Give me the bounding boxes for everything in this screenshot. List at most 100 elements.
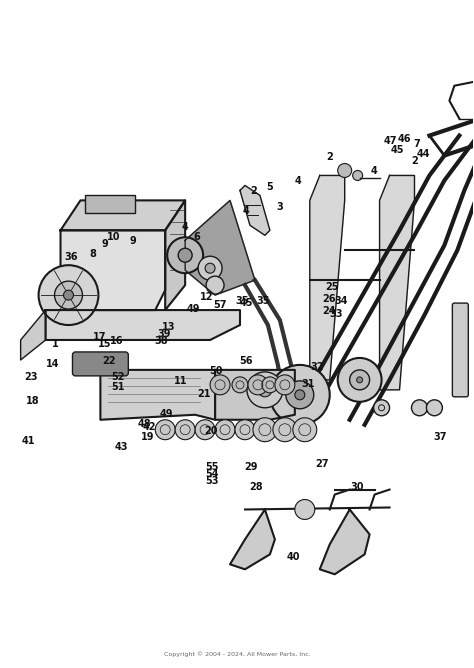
Text: 51: 51: [111, 382, 125, 392]
Text: 35: 35: [235, 296, 248, 306]
Text: 57: 57: [214, 300, 227, 310]
Circle shape: [64, 290, 73, 300]
Circle shape: [205, 263, 215, 273]
Text: 49: 49: [159, 409, 173, 419]
Circle shape: [253, 418, 277, 442]
Text: 23: 23: [25, 372, 38, 382]
Text: 26: 26: [322, 294, 336, 304]
Circle shape: [178, 248, 192, 263]
Text: 15: 15: [98, 339, 111, 349]
Circle shape: [427, 400, 442, 415]
Polygon shape: [320, 510, 370, 574]
Circle shape: [55, 281, 82, 309]
Text: 44: 44: [417, 149, 430, 159]
Polygon shape: [215, 370, 295, 420]
Text: 52: 52: [111, 372, 125, 382]
Text: 3: 3: [276, 202, 283, 212]
Circle shape: [248, 375, 268, 395]
Text: 50: 50: [209, 365, 222, 375]
Circle shape: [350, 370, 370, 390]
Text: 47: 47: [384, 136, 397, 146]
Text: 30: 30: [351, 482, 364, 492]
Text: 28: 28: [249, 482, 263, 492]
Circle shape: [356, 377, 363, 383]
Polygon shape: [100, 370, 215, 420]
Text: 2: 2: [411, 156, 418, 166]
Text: 31: 31: [301, 379, 315, 389]
Text: 45: 45: [391, 144, 404, 154]
Text: 39: 39: [157, 329, 171, 339]
Polygon shape: [240, 186, 270, 235]
Text: 8: 8: [90, 249, 96, 259]
Text: 49: 49: [187, 304, 201, 314]
Circle shape: [258, 383, 272, 397]
Text: 7: 7: [413, 139, 420, 149]
Circle shape: [247, 372, 283, 407]
FancyBboxPatch shape: [73, 352, 128, 376]
Text: 34: 34: [334, 296, 348, 306]
Circle shape: [38, 265, 99, 325]
Text: 56: 56: [240, 355, 253, 365]
Text: 6: 6: [193, 232, 200, 242]
Circle shape: [295, 390, 305, 400]
Text: 9: 9: [101, 239, 108, 249]
Text: 22: 22: [103, 355, 116, 365]
Polygon shape: [380, 176, 414, 390]
Polygon shape: [165, 200, 185, 310]
Text: 14: 14: [46, 359, 59, 369]
Circle shape: [215, 420, 235, 440]
Text: 27: 27: [315, 459, 329, 469]
Text: 5: 5: [267, 182, 273, 192]
Text: 2: 2: [326, 152, 333, 162]
Circle shape: [275, 375, 295, 395]
Text: 55: 55: [206, 462, 219, 472]
Circle shape: [262, 377, 278, 393]
Circle shape: [195, 420, 215, 440]
Text: 42: 42: [143, 422, 156, 432]
Circle shape: [270, 365, 330, 425]
Text: 24: 24: [322, 306, 336, 316]
Text: 48: 48: [138, 419, 152, 429]
Text: 32: 32: [310, 362, 324, 372]
Text: 46: 46: [398, 134, 411, 144]
Text: 35: 35: [256, 296, 270, 306]
Circle shape: [295, 500, 315, 520]
Text: 38: 38: [155, 335, 168, 345]
Circle shape: [273, 418, 297, 442]
Text: 4: 4: [182, 222, 188, 232]
Circle shape: [232, 377, 248, 393]
Text: 16: 16: [110, 335, 123, 345]
Text: 13: 13: [162, 323, 175, 333]
Circle shape: [353, 170, 363, 180]
Text: 4: 4: [295, 176, 302, 186]
Text: 37: 37: [433, 432, 447, 442]
Text: 43: 43: [114, 442, 128, 452]
Circle shape: [155, 420, 175, 440]
Polygon shape: [46, 310, 240, 340]
Bar: [85, 196, 135, 213]
Polygon shape: [61, 230, 165, 310]
Text: 11: 11: [173, 375, 187, 385]
Circle shape: [337, 358, 382, 401]
Text: 41: 41: [21, 436, 35, 446]
Text: 4: 4: [243, 206, 250, 216]
Circle shape: [411, 400, 428, 415]
Polygon shape: [230, 510, 275, 569]
Text: 36: 36: [65, 253, 78, 263]
Text: 19: 19: [140, 432, 154, 442]
Circle shape: [167, 237, 203, 273]
Circle shape: [286, 381, 314, 409]
Text: 18: 18: [26, 395, 40, 405]
Circle shape: [293, 418, 317, 442]
Text: 45: 45: [240, 298, 253, 308]
Text: 21: 21: [197, 389, 210, 399]
Text: 9: 9: [130, 236, 137, 246]
Circle shape: [175, 420, 195, 440]
Text: 20: 20: [204, 426, 218, 436]
Circle shape: [337, 164, 352, 178]
Circle shape: [198, 257, 222, 280]
Polygon shape: [21, 310, 46, 360]
Polygon shape: [61, 200, 185, 230]
Circle shape: [206, 276, 224, 294]
Text: Copyright © 2004 - 2024, All Mower Parts, Inc.: Copyright © 2004 - 2024, All Mower Parts…: [164, 651, 310, 657]
